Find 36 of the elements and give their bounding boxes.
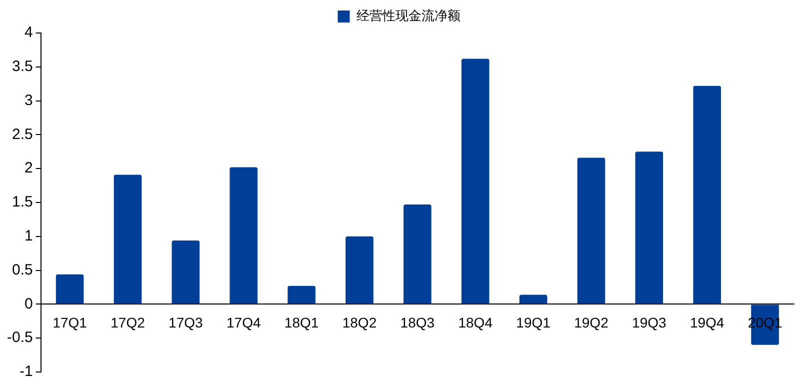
x-tick-label: 18Q4 <box>458 314 493 330</box>
y-tick-label: 2 <box>24 160 33 177</box>
x-tick-label: 17Q2 <box>110 314 146 330</box>
y-tick-label: 3.5 <box>12 58 33 76</box>
x-tick-label: 19Q1 <box>516 314 551 330</box>
bar <box>56 274 84 304</box>
y-tick-label: 1.5 <box>12 194 33 211</box>
bar <box>519 294 548 304</box>
y-tick-label: -1 <box>20 363 33 380</box>
bar <box>230 167 258 304</box>
y-tick-label: 0.5 <box>12 261 33 278</box>
bar <box>114 174 142 304</box>
y-tick-label: -0.5 <box>6 329 33 346</box>
y-tick-label: 1 <box>24 228 33 245</box>
legend-label: 经营性现金流净额 <box>356 8 460 24</box>
x-tick-label: 19Q3 <box>632 314 666 330</box>
bar <box>635 152 664 304</box>
bar <box>461 58 490 304</box>
x-tick-label: 17Q3 <box>168 314 204 330</box>
bar <box>404 204 432 304</box>
y-tick-label: 2.5 <box>12 126 33 143</box>
bar <box>346 236 374 304</box>
bar <box>172 240 200 304</box>
x-tick-label: 18Q3 <box>400 314 435 330</box>
x-tick-label: 18Q2 <box>342 314 377 330</box>
y-tick-label: 4 <box>24 24 33 42</box>
x-tick-label: 19Q4 <box>690 314 724 330</box>
bar <box>288 286 316 304</box>
x-tick-label: 19Q2 <box>574 314 609 330</box>
y-tick-label: 3 <box>24 92 33 109</box>
x-tick-label: 18Q1 <box>284 314 319 330</box>
y-tick-label: 0 <box>24 295 33 312</box>
bar <box>577 158 606 304</box>
x-tick-label: 17Q1 <box>52 314 88 330</box>
bar <box>693 86 721 304</box>
x-tick-label: 17Q4 <box>226 314 261 330</box>
